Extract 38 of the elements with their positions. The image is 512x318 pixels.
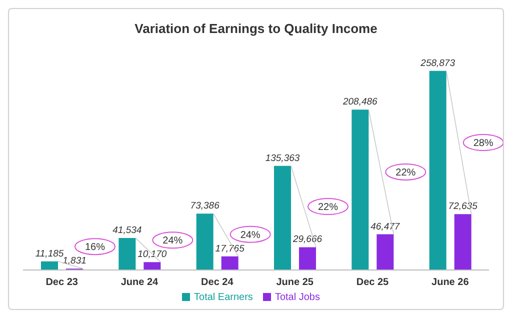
annotation: 24%: [162, 236, 183, 247]
x-tick-label: Dec 24: [201, 277, 234, 288]
x-tick-label: June 26: [432, 277, 470, 288]
bar: [299, 247, 316, 270]
bar: [429, 70, 446, 270]
annotation: 22%: [318, 202, 338, 214]
bar: [274, 166, 291, 270]
bar: [376, 234, 394, 270]
data-label: 208,486: [342, 96, 378, 108]
x-tick-label: Dec 23: [46, 277, 78, 288]
legend-label: Total Jobs: [274, 292, 320, 303]
legend-label: Total Earners: [194, 292, 253, 303]
annotation: 22%: [396, 167, 416, 178]
data-label: 29,666: [292, 234, 323, 246]
data-label: 11,185: [35, 248, 64, 260]
bar: [352, 110, 369, 270]
chart-title: Variation of Earnings to Quality Income: [134, 21, 378, 36]
x-tick-label: Dec 25: [356, 277, 390, 288]
bar: [41, 261, 58, 270]
data-label: 73,386: [190, 200, 220, 212]
data-label: 135,363: [265, 152, 300, 164]
data-label: 258,873: [420, 58, 456, 69]
bar: [221, 256, 238, 270]
bar: [144, 262, 161, 270]
x-tick-label: June 24: [120, 277, 159, 288]
bar: [118, 238, 136, 270]
data-label: 17,765: [215, 243, 246, 254]
data-label: 1,831: [62, 256, 86, 267]
annotation: 28%: [473, 138, 494, 150]
data-label: 10,170: [138, 249, 168, 260]
bar: [196, 214, 214, 270]
data-label: 72,635: [448, 201, 478, 212]
annotation: 24%: [240, 230, 260, 241]
x-tick-label: June 25: [276, 277, 314, 288]
annotation: 16%: [84, 242, 106, 254]
data-label: 46,477: [370, 221, 400, 232]
data-label: 41,534: [112, 225, 142, 236]
bar: [454, 214, 472, 270]
